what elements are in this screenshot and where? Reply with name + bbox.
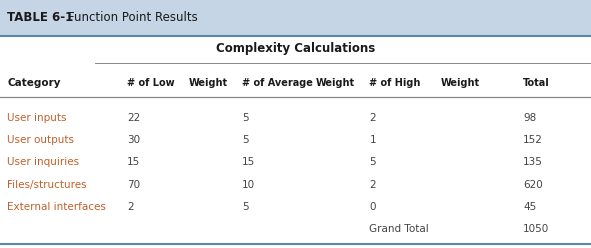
Text: User inquiries: User inquiries xyxy=(7,157,79,167)
Text: 98: 98 xyxy=(523,113,536,123)
Text: 620: 620 xyxy=(523,180,543,190)
Text: 5: 5 xyxy=(242,113,249,123)
Text: 5: 5 xyxy=(242,135,249,145)
Text: Complexity Calculations: Complexity Calculations xyxy=(216,42,375,55)
Text: 152: 152 xyxy=(523,135,543,145)
Text: 135: 135 xyxy=(523,157,543,167)
Text: 2: 2 xyxy=(127,202,134,212)
FancyBboxPatch shape xyxy=(0,0,591,36)
Text: # of High: # of High xyxy=(369,78,421,88)
Text: 2: 2 xyxy=(369,180,376,190)
Text: Weight: Weight xyxy=(440,78,479,88)
Text: 5: 5 xyxy=(242,202,249,212)
Text: User outputs: User outputs xyxy=(7,135,74,145)
Text: 15: 15 xyxy=(127,157,140,167)
Text: Category: Category xyxy=(7,78,61,88)
Text: External interfaces: External interfaces xyxy=(7,202,106,212)
Text: Weight: Weight xyxy=(316,78,355,88)
Text: Total: Total xyxy=(523,78,550,88)
Text: Function Point Results: Function Point Results xyxy=(68,11,198,25)
Text: 45: 45 xyxy=(523,202,536,212)
Text: 5: 5 xyxy=(369,157,376,167)
Text: User inputs: User inputs xyxy=(7,113,67,123)
Text: Weight: Weight xyxy=(189,78,228,88)
Text: 1: 1 xyxy=(369,135,376,145)
Text: 2: 2 xyxy=(369,113,376,123)
Text: 10: 10 xyxy=(242,180,255,190)
Text: 1050: 1050 xyxy=(523,224,549,234)
Text: 0: 0 xyxy=(369,202,376,212)
Text: 22: 22 xyxy=(127,113,140,123)
Text: Files/structures: Files/structures xyxy=(7,180,87,190)
Text: 30: 30 xyxy=(127,135,140,145)
Text: Grand Total: Grand Total xyxy=(369,224,429,234)
Text: TABLE 6-1: TABLE 6-1 xyxy=(7,11,73,25)
Text: # of Average: # of Average xyxy=(242,78,313,88)
Text: # of Low: # of Low xyxy=(127,78,175,88)
Text: 70: 70 xyxy=(127,180,140,190)
Text: 15: 15 xyxy=(242,157,255,167)
